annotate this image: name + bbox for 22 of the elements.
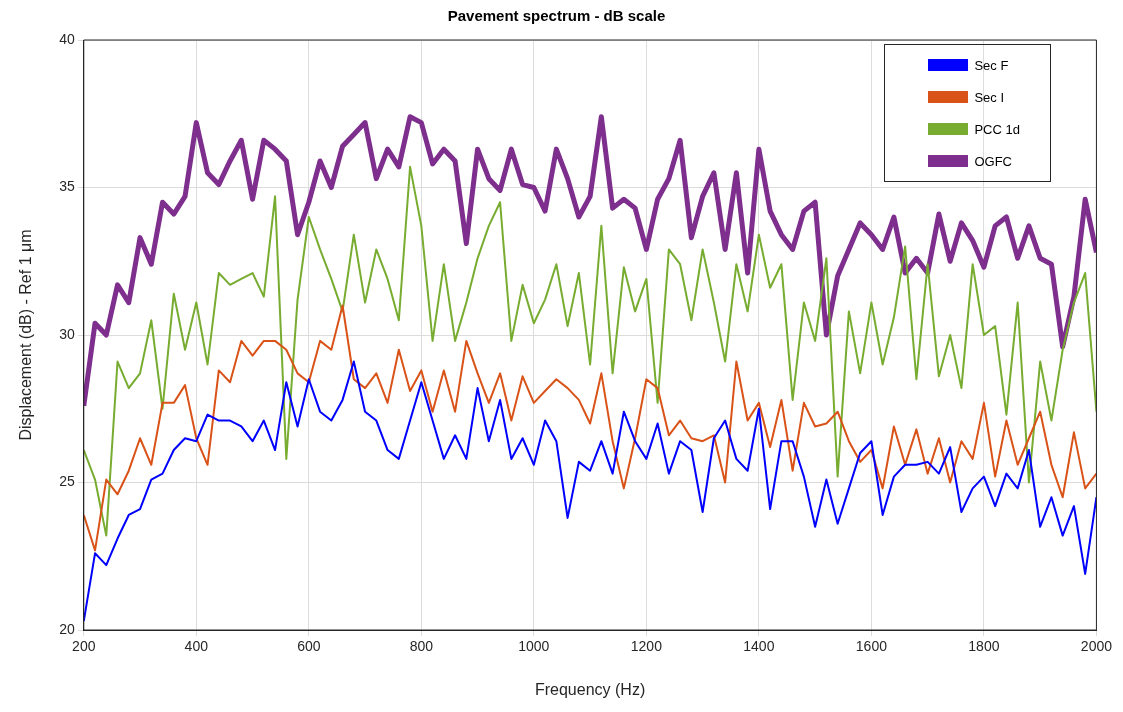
x-tick-label: 1200: [630, 638, 663, 655]
x-tick-label: 2000: [1080, 638, 1113, 655]
x-tick-label: 800: [409, 638, 434, 655]
y-tick-label: 35: [59, 178, 75, 195]
x-tick-label: 1800: [968, 638, 1000, 655]
y-tick-label: 25: [59, 473, 75, 490]
x-tick-label: 200: [72, 638, 96, 655]
y-tick-label: 40: [59, 30, 75, 47]
x-tick-label: 1000: [518, 638, 550, 655]
x-tick-label: 1600: [855, 638, 888, 655]
chart-title: Pavement spectrum - dB scale: [447, 7, 666, 25]
legend-label: OGFC: [974, 153, 1012, 169]
legend-label: Sec I: [974, 89, 1005, 105]
y-axis-title: Displacement (dB) - Ref 1 μm: [17, 229, 35, 441]
y-tick-label: 20: [59, 620, 75, 637]
x-tick-label: 600: [297, 638, 321, 655]
x-tick-label: 1400: [743, 638, 775, 655]
y-tick-label: 30: [59, 325, 75, 342]
x-tick-label: 400: [184, 638, 209, 655]
legend-label: PCC 1d: [974, 121, 1020, 137]
legend-label: Sec F: [974, 57, 1009, 73]
x-axis-title: Frequency (Hz): [534, 680, 646, 698]
